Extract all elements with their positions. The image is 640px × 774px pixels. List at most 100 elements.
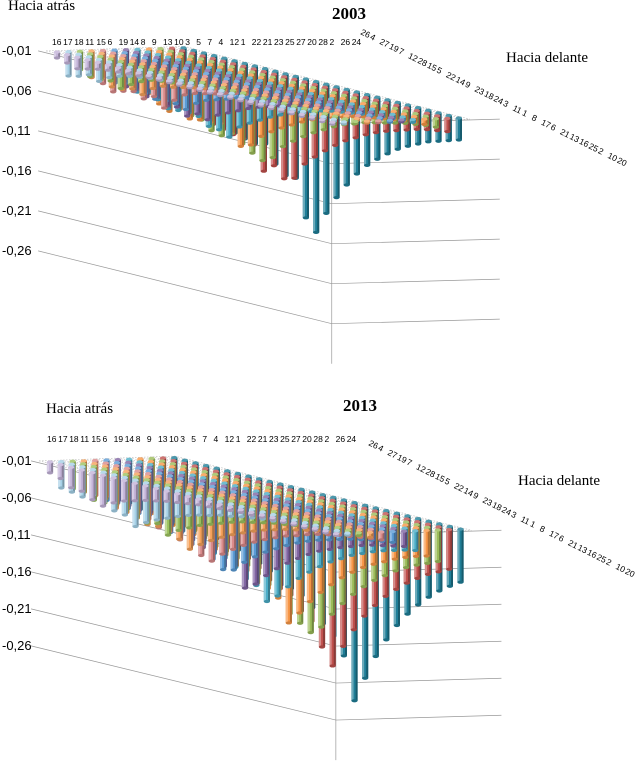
bar	[94, 60, 101, 71]
bar	[186, 84, 193, 90]
value-grid-line	[331, 318, 500, 325]
x-tick-label-back: 3	[180, 434, 185, 444]
x-tick-label-forward: 25	[595, 552, 608, 565]
y-tick-label: -0,11	[2, 527, 31, 542]
x-tick-label-back: 11	[85, 37, 94, 47]
x-tick-label-forward: 24	[500, 504, 513, 517]
bar	[247, 99, 254, 105]
chart-title: 2013	[343, 396, 377, 415]
bar	[375, 119, 382, 125]
x-tick-label-forward: 10	[606, 150, 619, 163]
axis-label-forward: Hacia delante	[506, 50, 589, 66]
bar	[99, 473, 107, 508]
bar	[378, 530, 385, 542]
bar	[166, 79, 173, 85]
x-tick-label-back: 13	[163, 37, 173, 47]
x-tick-label-back: 10	[169, 434, 179, 444]
bar	[269, 516, 276, 522]
bar	[355, 531, 362, 538]
bar	[329, 120, 336, 126]
x-tick-label-back: 21	[258, 434, 268, 444]
bar	[78, 468, 85, 493]
bar	[174, 492, 181, 505]
bar	[184, 494, 191, 506]
x-tick-label-back: 10	[174, 37, 184, 47]
bar	[135, 71, 142, 78]
x-tick-label-forward: 19	[396, 452, 409, 465]
x-tick-label-back: 27	[291, 434, 301, 444]
bar	[333, 531, 340, 538]
y-tick-label: -0,06	[2, 490, 32, 505]
x-tick-label-forward: 18	[483, 89, 496, 102]
x-tick-label-back: 2	[325, 434, 330, 444]
bar	[227, 94, 234, 100]
x-tick-label-back: 4	[219, 37, 224, 47]
bar	[432, 117, 439, 129]
x-tick-label-back: 3	[185, 37, 190, 47]
bar	[344, 531, 351, 537]
x-tick-label-back: 19	[114, 434, 124, 444]
bar	[434, 528, 441, 564]
x-tick-label-forward: 5	[435, 65, 444, 76]
chart-panel-2003: Hacia atrás 2003 Hacia delante -0,01 -0,0…	[2, 0, 629, 364]
x-tick-label-back: 24	[352, 37, 362, 47]
x-tick-label-forward: 24	[492, 93, 505, 106]
x-tick-label-back: 16	[47, 434, 57, 444]
y-tick-label: -0,21	[2, 601, 32, 616]
bar	[444, 116, 451, 134]
x-tick-label-forward: 3	[502, 98, 511, 109]
bar	[152, 486, 160, 503]
x-tick-label-back: 7	[202, 434, 207, 444]
bar	[421, 117, 428, 126]
bar	[280, 518, 287, 524]
x-tick-label-forward: 13	[568, 131, 581, 144]
x-tick-label-forward: 5	[443, 476, 452, 487]
x-tick-label-back: 26	[341, 37, 351, 47]
value-grid-line	[38, 250, 332, 325]
x-tick-label-forward: 1	[529, 519, 538, 530]
bar	[206, 89, 214, 95]
x-tick-label-back: 6	[108, 37, 113, 47]
x-tick-label-back: 4	[214, 434, 219, 444]
x-tick-label-forward: 11	[519, 514, 532, 527]
bar	[258, 513, 266, 519]
x-tick-label-forward: 14	[454, 74, 467, 87]
bar	[301, 524, 308, 530]
x-tick-label-back: 9	[152, 37, 157, 47]
x-tick-label-forward: 14	[462, 485, 475, 498]
bar	[46, 460, 54, 475]
bar	[121, 478, 128, 503]
y-tick-label: -0,01	[2, 43, 32, 58]
x-tick-label-back: 5	[196, 37, 201, 47]
x-tick-label-forward: 4	[377, 443, 386, 454]
bar	[457, 527, 464, 584]
x-tick-label-back: 14	[125, 434, 135, 444]
x-tick-label-back: 15	[96, 37, 106, 47]
x-tick-label-forward: 28	[416, 55, 429, 68]
x-tick-label-forward: 12	[415, 462, 428, 475]
x-tick-label-back: 19	[119, 37, 129, 47]
bar	[110, 476, 117, 505]
bar	[412, 529, 419, 553]
bar	[288, 110, 295, 116]
x-tick-label-forward: 17	[540, 117, 553, 130]
x-tick-label-back: 27	[296, 37, 306, 47]
x-tick-label-back: 13	[158, 434, 168, 444]
bar	[367, 530, 374, 539]
bar	[57, 463, 64, 481]
x-tick-label-forward: 20	[616, 155, 629, 168]
x-tick-label-forward: 17	[548, 528, 561, 541]
x-tick-label-forward: 6	[549, 122, 558, 133]
x-tick-label-forward: 27	[386, 447, 399, 460]
bar	[68, 465, 75, 490]
x-tick-label-back: 22	[252, 37, 262, 47]
bar	[268, 105, 275, 111]
x-tick-label-back: 17	[63, 37, 73, 47]
x-tick-label-forward: 25	[587, 141, 600, 154]
bar	[115, 66, 122, 74]
bars	[46, 456, 464, 703]
bar	[398, 118, 405, 124]
x-tick-label-forward: 21	[559, 127, 572, 140]
